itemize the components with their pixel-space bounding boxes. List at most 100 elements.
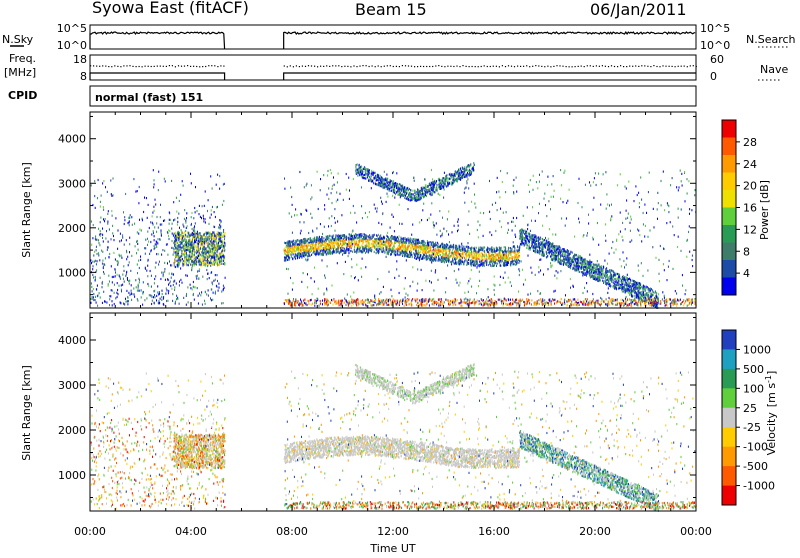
rti-cell (488, 257, 489, 259)
rti-cell (376, 180, 377, 182)
rti-cell (180, 279, 181, 281)
nave-point (438, 65, 439, 66)
rti-cell (90, 259, 91, 261)
rti-cell (122, 274, 123, 276)
nave-point (105, 66, 106, 67)
nave-point (139, 66, 140, 67)
rti-cell (338, 239, 339, 241)
rti-cell (109, 304, 110, 306)
rti-cell (410, 197, 411, 199)
rti-cell (482, 259, 483, 261)
rti-cell (411, 199, 412, 201)
rti-cell (370, 179, 371, 181)
rti-cell (422, 252, 423, 254)
nave-point (523, 66, 524, 67)
nave-point (211, 65, 212, 66)
rti-cell (442, 248, 443, 250)
nave-point (362, 65, 363, 66)
rti-cell (409, 245, 410, 247)
nave-point (605, 66, 606, 67)
rti-cell (198, 243, 199, 245)
rti-cell (181, 247, 182, 249)
rti-cell (404, 197, 405, 199)
rti-cell (486, 252, 487, 254)
rti-cell (205, 221, 206, 223)
nave-point (511, 66, 512, 67)
rti-cell (215, 261, 216, 263)
rti-cell (185, 234, 186, 236)
rti-cell (371, 175, 372, 177)
rti-cell (467, 174, 468, 176)
rti-cell (198, 240, 199, 242)
rti-cell (444, 245, 445, 247)
rti-cell (442, 256, 443, 258)
rti-cell (187, 249, 188, 251)
rti-cell (434, 243, 435, 245)
rti-cell (150, 294, 151, 296)
nave-point (611, 65, 612, 66)
rti-cell (183, 245, 184, 247)
rti-cell (192, 239, 193, 241)
rti-cell (412, 244, 413, 246)
rti-cell (114, 284, 115, 286)
nave-point (559, 65, 560, 66)
nave-point (584, 66, 585, 67)
rti-cell (417, 189, 418, 191)
rti-cell (128, 292, 129, 294)
nave-point (417, 66, 418, 67)
rti-cell (199, 255, 200, 257)
rti-cell (161, 254, 162, 256)
rti-cell (421, 242, 422, 244)
rti-cell (351, 244, 352, 246)
rti-cell (217, 258, 218, 260)
rti-cell (326, 240, 327, 242)
rti-cell (97, 285, 98, 287)
rti-cell (205, 236, 206, 238)
rti-cell (447, 257, 448, 259)
rti-cell (465, 175, 466, 177)
rti-cell (493, 258, 494, 260)
rti-cell (429, 258, 430, 260)
rti-cell (397, 190, 398, 192)
rti-cell (358, 241, 359, 243)
rti-cell (431, 244, 432, 246)
rti-cell (515, 261, 516, 263)
rti-cell (510, 247, 511, 249)
nave-point (478, 66, 479, 67)
rti-cell (423, 196, 424, 198)
rti-cell (453, 246, 454, 248)
rti-cell (359, 164, 360, 166)
rti-cell (217, 260, 218, 262)
rti-cell (473, 247, 474, 249)
rti-cell (202, 235, 203, 237)
rti-cell (303, 242, 304, 244)
nave-point (696, 66, 697, 67)
rti-cell (188, 247, 189, 249)
rti-cell (410, 189, 411, 191)
rti-cell (463, 251, 464, 253)
rti-cell (417, 256, 418, 258)
nave-point (193, 66, 194, 67)
rti-cell (162, 293, 163, 295)
rti-cell (426, 258, 427, 260)
rti-cell (186, 259, 187, 261)
rti-cell (510, 264, 511, 266)
rti-cell (478, 254, 479, 256)
rti-cell (311, 254, 312, 256)
rti-cell (496, 265, 497, 267)
rti-cell (334, 246, 335, 248)
rti-cell (112, 304, 113, 306)
rti-cell (204, 241, 205, 243)
rti-cell (218, 283, 219, 285)
rti-cell (114, 239, 115, 241)
rti-cell (465, 169, 466, 171)
rti-cell (377, 238, 378, 240)
nave-point (302, 66, 303, 67)
nave-point (535, 65, 536, 66)
rti-cell (188, 249, 189, 251)
rti-cell (183, 297, 184, 299)
rti-cell (466, 264, 467, 266)
nave-point (287, 66, 288, 67)
rti-cell (506, 251, 507, 253)
rti-cell (199, 257, 200, 259)
